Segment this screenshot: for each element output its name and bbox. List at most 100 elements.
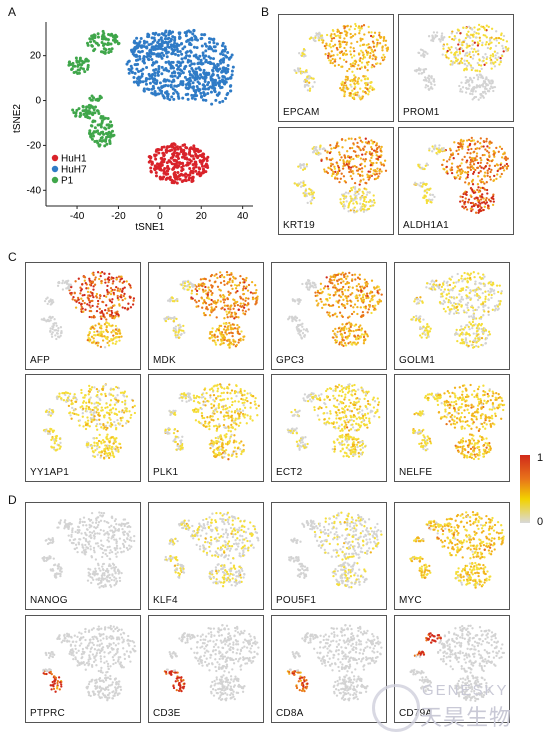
cell-point (121, 289, 124, 293)
cell-point (334, 291, 337, 294)
cell-point (223, 308, 226, 311)
cell-point (355, 154, 358, 157)
point-p1 (74, 56, 78, 60)
cell-point (365, 43, 368, 47)
cell-point (441, 163, 444, 167)
cell-point (364, 330, 367, 333)
cell-point (90, 335, 94, 338)
cell-point (459, 172, 462, 176)
cell-point (210, 293, 213, 297)
cell-point (366, 87, 369, 91)
point-huh1 (161, 151, 165, 155)
point-huh7 (147, 43, 151, 47)
cell-point (427, 80, 430, 84)
cell-point (475, 341, 478, 344)
cell-point (244, 299, 247, 302)
point-huh7 (173, 84, 177, 88)
cell-point (115, 412, 118, 416)
cell-point (493, 174, 496, 178)
cell-point (457, 54, 460, 57)
cell-point (499, 167, 502, 170)
gene-label: ALDH1A1 (403, 220, 449, 231)
cell-point (431, 193, 435, 197)
cell-point (466, 272, 469, 275)
cell-point (299, 70, 302, 73)
cell-point (484, 199, 488, 202)
cell-point (497, 41, 501, 45)
cell-point (335, 300, 338, 303)
cell-point (368, 300, 372, 303)
point-huh7 (190, 62, 194, 66)
cell-point (346, 335, 349, 338)
cell-point (124, 297, 127, 300)
cell-point (353, 186, 357, 189)
cell-point (226, 316, 229, 319)
cell-point (356, 91, 359, 94)
cell-point (481, 291, 484, 295)
cell-point (481, 180, 485, 184)
cell-point (70, 399, 73, 402)
cell-point (428, 78, 431, 82)
cell-point (123, 390, 127, 393)
cell-point (470, 147, 473, 151)
cell-point (487, 290, 490, 293)
cell-point (477, 23, 481, 27)
cell-point (343, 94, 346, 98)
cell-point (305, 165, 308, 168)
point-huh7 (167, 33, 171, 37)
point-huh7 (212, 62, 216, 66)
cell-point (236, 328, 239, 331)
cell-point (479, 324, 483, 327)
cell-point (359, 198, 362, 201)
cell-point (419, 48, 423, 51)
cell-point (301, 168, 305, 171)
cell-point (466, 304, 469, 307)
cell-point (92, 295, 95, 299)
cell-point (49, 327, 52, 330)
point-huh7 (168, 29, 172, 33)
cell-point (231, 327, 235, 331)
cell-point (461, 147, 464, 150)
cell-point (348, 271, 351, 275)
cell-point (328, 280, 331, 283)
point-huh7 (161, 47, 165, 51)
cell-point (487, 298, 490, 302)
cell-point (342, 162, 346, 166)
cell-point (352, 310, 356, 314)
gene-label: GPC3 (276, 355, 305, 366)
cell-point (307, 192, 311, 195)
point-huh7 (146, 57, 150, 61)
cell-point (362, 148, 365, 151)
cell-point (338, 294, 341, 297)
cell-point (45, 297, 48, 301)
point-huh1 (162, 145, 166, 149)
point-huh7 (177, 31, 181, 35)
point-huh7 (178, 68, 182, 72)
cell-point (474, 168, 477, 172)
cell-point (88, 283, 92, 286)
point-huh7 (149, 42, 153, 46)
point-huh1 (194, 152, 198, 156)
cell-point (438, 283, 441, 286)
cell-point (494, 56, 497, 60)
cell-point (208, 336, 211, 340)
cell-point (338, 278, 341, 281)
cell-point (59, 326, 63, 329)
cell-point (230, 284, 233, 287)
cell-point (114, 324, 118, 328)
cell-point (375, 157, 378, 161)
cell-point (496, 173, 499, 176)
cell-point (327, 56, 330, 60)
cell-point (229, 291, 232, 295)
cell-point (467, 61, 470, 65)
cell-point (343, 289, 347, 292)
cell-point (374, 308, 377, 311)
cell-point (297, 182, 300, 185)
cell-point (99, 332, 102, 336)
cell-point (370, 146, 373, 149)
cell-point (318, 292, 321, 295)
cell-point (370, 279, 374, 282)
cell-point (344, 49, 348, 52)
cell-point (471, 320, 475, 324)
point-huh7 (202, 56, 206, 60)
